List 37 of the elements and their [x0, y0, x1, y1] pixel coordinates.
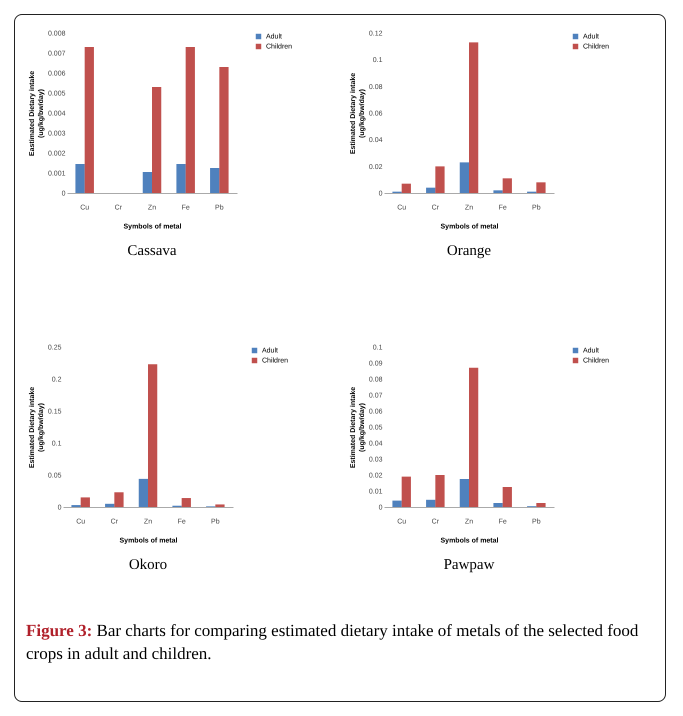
text: Cassava — [127, 243, 177, 259]
bar — [219, 67, 229, 193]
bar — [176, 164, 186, 193]
caption: Figure 3: Bar charts for comparing estimated dietary intake of metals of the selected food crops in adult and children. — [26, 620, 640, 665]
bar — [402, 184, 411, 193]
bar — [426, 500, 436, 507]
bar — [493, 503, 503, 507]
bar — [435, 166, 445, 193]
bar — [152, 87, 162, 193]
bar — [80, 497, 90, 507]
bar — [114, 492, 124, 507]
bar — [392, 500, 402, 507]
bar — [142, 172, 152, 193]
bar — [469, 368, 478, 507]
bar — [502, 178, 512, 193]
bar — [493, 190, 503, 193]
bar — [536, 182, 546, 193]
bar — [435, 475, 445, 507]
bar — [148, 364, 158, 507]
bar — [460, 162, 469, 193]
bar — [186, 47, 195, 193]
bar — [215, 504, 225, 507]
bar — [502, 487, 512, 507]
text: Okoro — [128, 557, 168, 573]
text: Pawpaw — [444, 557, 495, 573]
text: Orange — [446, 243, 492, 259]
bar — [426, 188, 436, 193]
bar — [469, 42, 478, 193]
bar — [536, 503, 546, 507]
bar — [138, 478, 148, 507]
bar — [105, 504, 114, 507]
bar — [210, 168, 220, 193]
bar — [402, 476, 411, 507]
bar — [460, 479, 469, 507]
bar — [84, 47, 94, 193]
bar — [75, 164, 85, 193]
bar — [182, 498, 191, 507]
